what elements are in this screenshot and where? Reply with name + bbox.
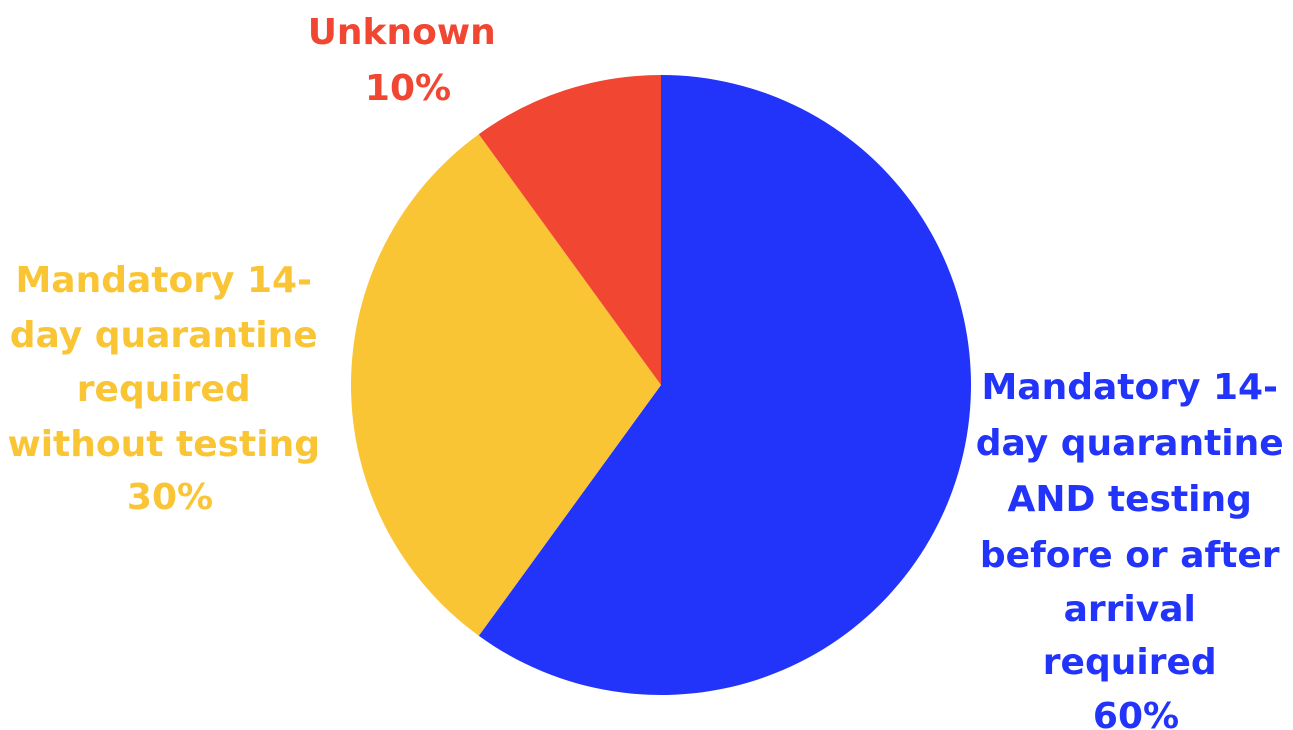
slice-label-line: day quarantine [976,423,1284,464]
slice-label-line: day quarantine [10,315,318,356]
slice-label-line: without testing [7,424,320,465]
slice-value-label: 30% [127,477,213,518]
slice-label-line: before or after [980,535,1280,576]
pie-slice-unknown [478,75,661,385]
pie-slices [350,75,971,695]
slice-label-line: Mandatory 14- [981,367,1278,408]
slice-value-label: 10% [365,68,451,109]
slice-value-label: 60% [1093,696,1179,730]
slice-label-quarantine-and-testing: Mandatory 14- day quarantine AND testing… [976,367,1293,730]
slice-label-line: required [1043,642,1217,683]
slice-label-line: arrival [1064,589,1196,630]
slice-label-quarantine-without-testing: Mandatory 14- day quarantine required wi… [7,260,332,518]
slice-label-line: required [77,369,251,410]
slice-label-line: Unknown [308,12,496,53]
pie-slice-quarantine-without-testing [350,134,661,636]
slice-label-line: AND testing [1008,479,1252,520]
slice-label-unknown: Unknown 10% [308,12,509,109]
slice-label-line: Mandatory 14- [15,260,312,301]
pie-slice-quarantine-and-testing [478,75,971,695]
